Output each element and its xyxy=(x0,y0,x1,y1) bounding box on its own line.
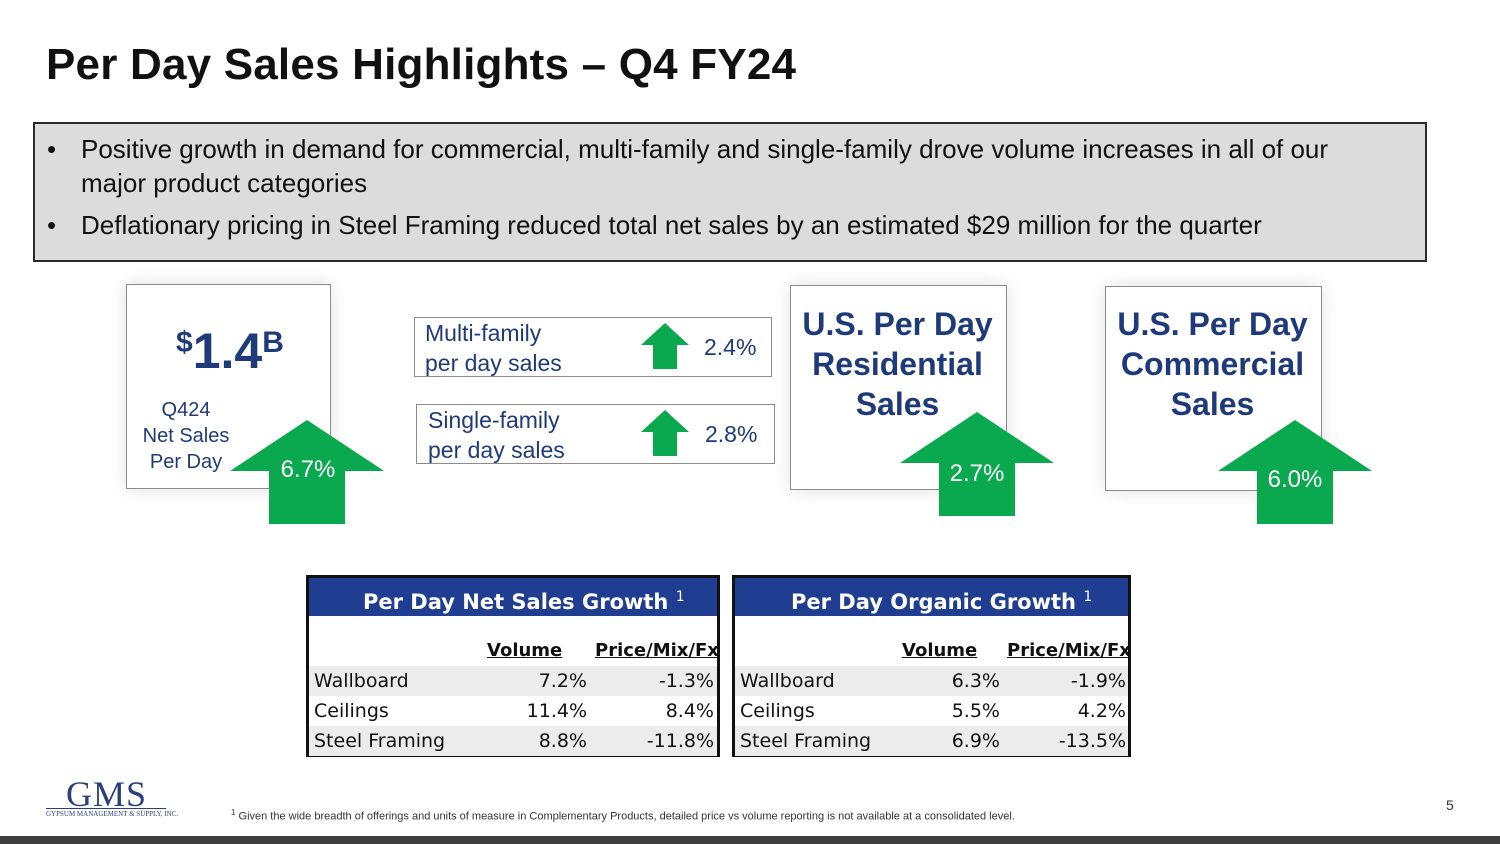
table-title: Per Day Net Sales Growth 1 xyxy=(309,578,717,616)
commercial-card xyxy=(1105,286,1322,491)
multi-family-value: 2.4% xyxy=(704,334,757,360)
table-row: Wallboard 7.2% -1.3% xyxy=(309,666,717,696)
up-arrow-icon xyxy=(900,412,1054,516)
table-row: Ceilings 11.4% 8.4% xyxy=(314,700,714,722)
residential-title: U.S. Per Day Residential Sales xyxy=(802,306,993,422)
column-header-volume: Volume xyxy=(902,640,978,661)
column-header-price: Price/Mix/Fx xyxy=(595,640,719,661)
highlights-box: Positive growth in demand for commercial… xyxy=(33,122,1427,262)
page-number: 5 xyxy=(1446,797,1454,813)
column-header-price: Price/Mix/Fx xyxy=(1007,640,1131,661)
up-arrow-icon xyxy=(641,323,689,369)
table-row: Steel Framing 6.9% -13.5% xyxy=(735,726,1128,756)
logo-tagline: GYPSUM MANAGEMENT & SUPPLY, INC. xyxy=(46,810,179,818)
bottom-bar xyxy=(0,836,1500,844)
net-sales-growth-table: Per Day Net Sales Growth 1 Volume Price/… xyxy=(306,575,720,757)
up-arrow-icon xyxy=(641,410,689,456)
table-title: Per Day Organic Growth 1 xyxy=(735,578,1128,616)
organic-growth-table: Per Day Organic Growth 1 Volume Price/Mi… xyxy=(732,575,1131,757)
page-title: Per Day Sales Highlights – Q4 FY24 xyxy=(46,40,797,89)
column-header-volume: Volume xyxy=(487,640,563,661)
company-logo: GMS xyxy=(66,774,148,814)
commercial-title: U.S. Per Day Commercial Sales xyxy=(1117,306,1308,422)
residential-growth: 2.7% xyxy=(949,460,1005,487)
multi-family-box xyxy=(414,317,772,377)
table-row: Wallboard 6.3% -1.9% xyxy=(735,666,1128,696)
single-family-label: Single-family per day sales xyxy=(428,407,565,463)
highlight-bullet: Positive growth in demand for commercial… xyxy=(35,132,1395,200)
up-arrow-icon xyxy=(1218,420,1372,524)
table-header-row: Volume Price/Mix/Fx xyxy=(735,616,1131,666)
table-row: Steel Framing 8.8% -11.8% xyxy=(309,726,717,756)
up-arrow-icon xyxy=(230,420,384,524)
footnote: 1 Given the wide breadth of offerings an… xyxy=(231,808,1015,823)
single-family-value: 2.8% xyxy=(705,421,758,447)
multi-family-label: Multi-family per day sales xyxy=(425,320,562,376)
table-header-row: Volume Price/Mix/Fx xyxy=(309,616,719,666)
highlight-bullet: Deflationary pricing in Steel Framing re… xyxy=(35,208,1395,242)
commercial-growth: 6.0% xyxy=(1267,466,1323,493)
net-sales-label: Q424 Net Sales Per Day xyxy=(142,399,230,473)
net-sales-growth: 6.7% xyxy=(280,456,336,483)
net-sales-value: $1.4B xyxy=(176,323,284,379)
logo-divider xyxy=(46,808,166,809)
table-row: Ceilings 5.5% 4.2% xyxy=(740,700,1126,722)
single-family-box xyxy=(416,404,775,464)
